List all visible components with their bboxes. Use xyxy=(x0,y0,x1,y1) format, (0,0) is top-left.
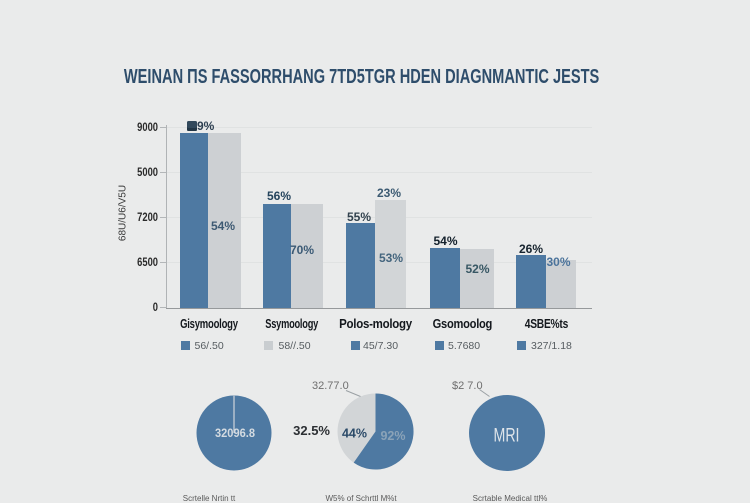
svg-text:MRI: MRI xyxy=(494,426,520,447)
svg-text:44%: 44% xyxy=(342,427,367,441)
svg-text:92%: 92% xyxy=(380,429,405,443)
svg-text:32096.8: 32096.8 xyxy=(215,428,256,440)
